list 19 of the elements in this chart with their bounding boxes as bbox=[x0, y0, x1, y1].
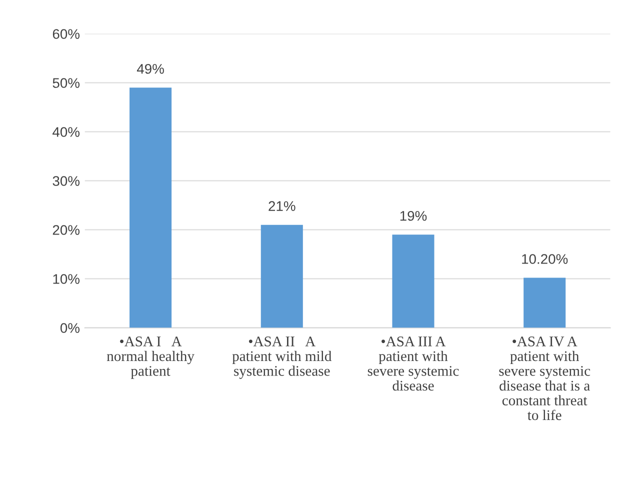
data-label: 49% bbox=[136, 64, 164, 74]
y-tick-label: 30% bbox=[52, 176, 80, 186]
y-tick-label: 40% bbox=[52, 127, 80, 137]
x-tick-label: •ASA I A normal healthy patient bbox=[106, 336, 194, 379]
y-tick-label: 10% bbox=[53, 274, 80, 284]
x-tick-label: •ASA IV A patient with severe systemic disease that is a constant threat to life bbox=[499, 336, 590, 420]
bar bbox=[130, 88, 172, 328]
data-label: 21% bbox=[268, 201, 296, 211]
bar bbox=[260, 224, 303, 328]
bar bbox=[524, 278, 566, 328]
y-tick-label: 0% bbox=[60, 323, 80, 333]
y-tick-label: 20% bbox=[52, 225, 80, 235]
x-tick-label: •ASA III A patient with severe systemic disease bbox=[368, 336, 459, 391]
y-tick-label: 60% bbox=[52, 29, 80, 39]
x-tick-label: •ASA II A patient with mild systemic disease bbox=[232, 336, 332, 379]
bar bbox=[392, 234, 434, 328]
data-label: 19% bbox=[400, 210, 427, 221]
data-label: 10.20% bbox=[522, 254, 568, 264]
y-tick-label: 50% bbox=[52, 78, 80, 88]
